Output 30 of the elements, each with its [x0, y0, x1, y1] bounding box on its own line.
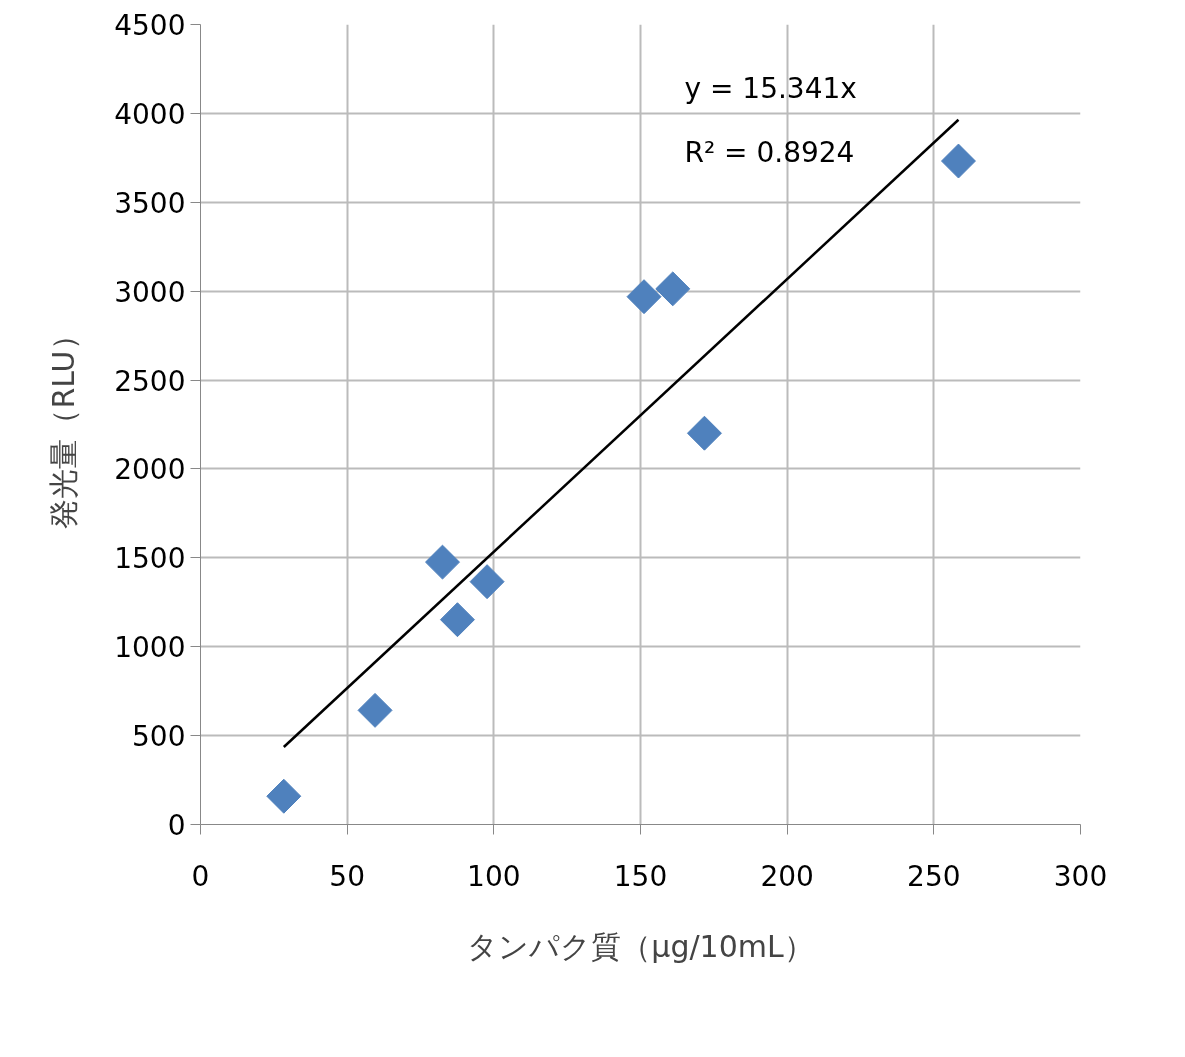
annotation: R² = 0.8924 — [684, 135, 855, 169]
y-tick-label: 0 — [167, 809, 186, 842]
x-tick-label: 300 — [1053, 859, 1108, 893]
x-tick-label: 200 — [760, 859, 814, 893]
y-tick-label: 1000 — [114, 631, 186, 665]
y-axis-title: 発光量（RLU） — [46, 320, 82, 529]
point — [686, 415, 722, 451]
y-tick-label: 4500 — [114, 9, 186, 42]
x-tick-label: 150 — [613, 859, 668, 893]
y-tick-label: 3000 — [114, 275, 186, 309]
x-tick-label: 50 — [329, 859, 365, 893]
point — [655, 271, 691, 307]
point — [469, 564, 505, 600]
point — [266, 778, 302, 814]
point — [357, 692, 393, 728]
x-axis-title: タンパク質（μg/10mL） — [467, 928, 814, 964]
x-tick-label: 0 — [191, 859, 210, 893]
point — [941, 143, 976, 179]
point — [626, 279, 662, 315]
point — [439, 602, 475, 638]
y-tick-label: 2000 — [114, 453, 186, 487]
x-tick-label: 250 — [907, 859, 961, 893]
y-tick-label: 500 — [132, 720, 186, 754]
annotation: y = 15.341x — [684, 71, 857, 105]
y-tick-label: 4000 — [114, 97, 186, 131]
point — [425, 544, 460, 580]
y-tick-label: 2500 — [114, 364, 186, 398]
y-tick-label: 1500 — [114, 542, 186, 576]
y-tick-label: 3500 — [114, 186, 186, 220]
x-tick-label: 100 — [467, 859, 521, 893]
